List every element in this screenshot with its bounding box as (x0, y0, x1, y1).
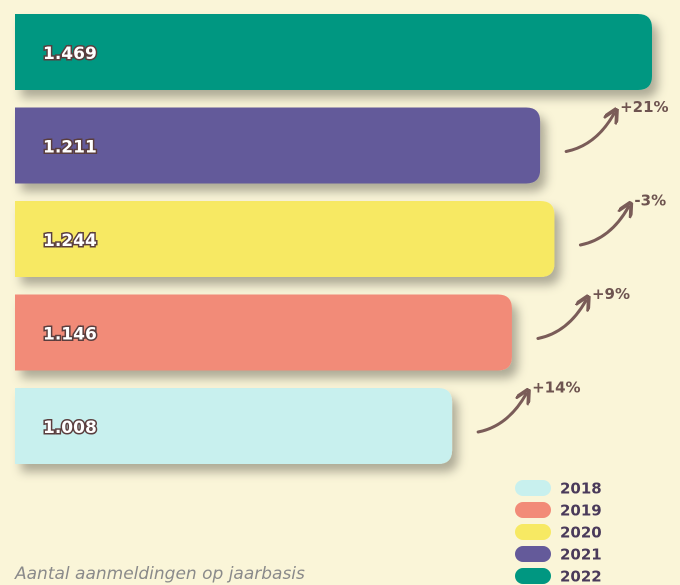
change-label: +14% (532, 379, 580, 397)
bar (15, 294, 512, 371)
value-label: 1.146 (43, 325, 97, 345)
change-arrow (536, 301, 586, 340)
bar (15, 107, 541, 184)
legend-swatch (515, 480, 551, 496)
change-label: +9% (592, 285, 630, 303)
value-label: 1.008 (43, 418, 97, 438)
bar (15, 201, 555, 277)
change-arrow (564, 114, 614, 153)
legend-label: 2021 (560, 546, 602, 564)
legend-label: 2020 (560, 524, 602, 542)
value-label: 1.211 (43, 138, 97, 158)
bar (15, 14, 652, 90)
legend-swatch (515, 568, 551, 584)
legend-label: 2022 (560, 568, 602, 585)
change-label: +21% (620, 98, 668, 116)
change-arrow (578, 207, 628, 247)
bar (15, 388, 453, 464)
legend-label: 2019 (560, 502, 602, 520)
legend-swatch (515, 502, 551, 518)
change-label: -3% (634, 192, 666, 210)
change-arrow (476, 394, 526, 434)
value-label: 1.469 (43, 44, 97, 64)
legend-label: 2018 (560, 480, 602, 498)
legend-swatch (515, 524, 551, 540)
caption: Aantal aanmeldingen op jaarbasis (14, 564, 305, 584)
legend-swatch (515, 546, 551, 562)
value-label: 1.244 (43, 231, 97, 251)
